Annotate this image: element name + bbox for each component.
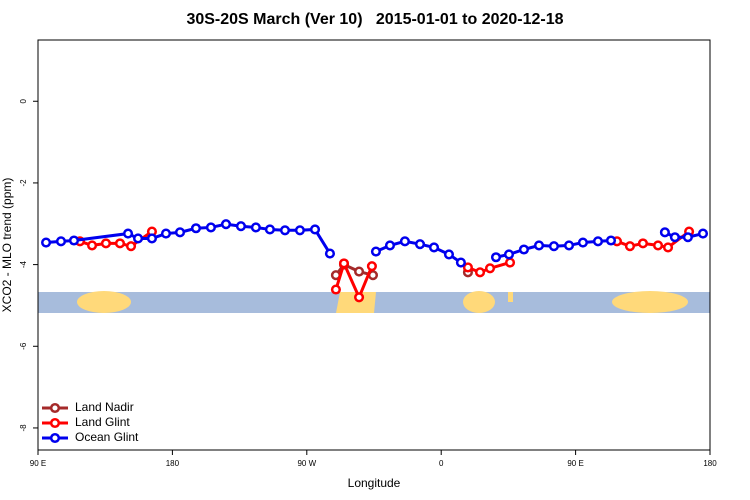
legend-marker <box>49 432 61 444</box>
data-point <box>462 262 473 273</box>
data-point <box>309 224 321 235</box>
x-tick-label: 180 <box>703 459 717 468</box>
data-point <box>279 225 291 236</box>
data-point <box>399 236 410 247</box>
data-point <box>669 232 680 243</box>
data-point <box>518 244 529 255</box>
data-point <box>428 242 440 253</box>
data-point <box>484 263 496 274</box>
data-point <box>697 228 709 239</box>
data-point <box>125 241 137 252</box>
data-point <box>114 238 126 249</box>
y-tick-label: -2 <box>19 179 28 187</box>
data-point <box>592 236 604 247</box>
data-point <box>455 257 466 268</box>
data-point <box>205 222 216 233</box>
data-point <box>354 266 365 277</box>
data-point <box>624 241 636 252</box>
legend-label: Land Nadir <box>75 400 134 414</box>
series-line <box>79 230 690 302</box>
y-axis-label: XCO2 - MLO trend (ppm) <box>0 178 14 313</box>
data-point <box>87 240 98 251</box>
data-point <box>250 222 261 233</box>
series-line <box>45 222 704 264</box>
data-point <box>652 240 664 251</box>
data-point <box>370 246 381 257</box>
data-point <box>264 224 275 235</box>
plot-frame <box>37 39 711 451</box>
data-point <box>220 219 232 230</box>
x-axis-label: Longitude <box>348 476 401 490</box>
data-point <box>366 261 377 272</box>
data-point <box>503 249 515 260</box>
data-point <box>414 239 426 250</box>
data-point <box>474 267 486 278</box>
data-point <box>637 238 648 249</box>
data-point <box>324 248 335 259</box>
legend-label: Ocean Glint <box>75 430 139 444</box>
data-point <box>662 242 674 253</box>
y-tick-label: -8 <box>19 424 28 432</box>
data-point <box>384 240 396 251</box>
data-point <box>577 237 588 248</box>
legend-label: Land Glint <box>75 415 130 429</box>
data-point <box>682 232 693 243</box>
data-point <box>563 240 575 251</box>
legend-marker <box>49 402 61 414</box>
data-point <box>659 227 670 238</box>
x-tick-label: 180 <box>166 459 180 468</box>
land-patch <box>463 291 495 313</box>
x-tick-label: 90 E <box>30 459 46 468</box>
data-point <box>490 252 502 263</box>
y-tick-label: -4 <box>19 261 28 269</box>
data-point <box>68 235 80 246</box>
data-point <box>100 238 111 249</box>
land-patch <box>336 292 376 313</box>
x-tick-label: 90 E <box>567 459 583 468</box>
land-patch <box>612 291 688 313</box>
data-point <box>122 228 134 239</box>
legend-marker <box>49 417 61 429</box>
land-ocean-strip <box>38 291 710 313</box>
data-point <box>294 225 305 236</box>
land-patch <box>77 291 131 313</box>
data-point <box>41 237 52 248</box>
land-patch <box>508 292 513 302</box>
y-tick-label: 0 <box>19 98 28 103</box>
x-tick-label: 0 <box>439 459 444 468</box>
x-tick-label: 90 W <box>297 459 316 468</box>
data-point <box>133 233 144 244</box>
data-point <box>330 284 341 295</box>
data-point <box>190 223 202 234</box>
chart-title: 30S-20S March (Ver 10) 2015-01-01 to 202… <box>186 11 563 28</box>
data-point <box>146 233 157 244</box>
data-point <box>174 227 186 238</box>
data-point <box>504 257 516 268</box>
data-point <box>55 236 67 247</box>
data-point <box>533 240 545 251</box>
y-tick-label: -6 <box>19 342 28 350</box>
data-point <box>338 258 350 269</box>
data-point <box>548 241 559 252</box>
data-point <box>235 221 246 232</box>
data-point <box>160 228 172 239</box>
data-point <box>354 292 365 303</box>
data-point <box>605 235 617 246</box>
data-point <box>443 249 455 260</box>
